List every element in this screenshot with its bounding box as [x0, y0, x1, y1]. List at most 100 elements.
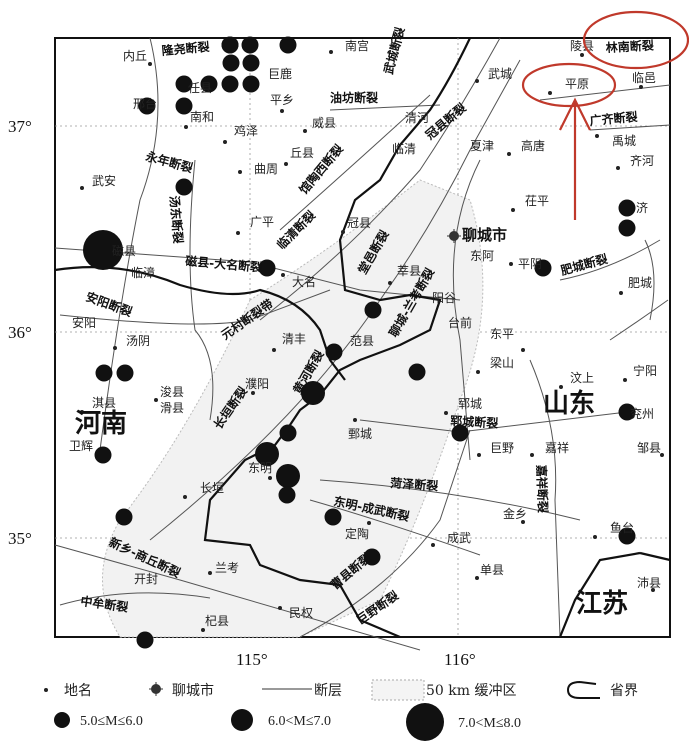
place-dot	[148, 62, 152, 66]
place-dot	[367, 521, 371, 525]
earthquake-epicenter	[276, 464, 300, 488]
place-dot	[509, 262, 513, 266]
earthquake-epicenter	[222, 54, 240, 72]
place-dot	[530, 453, 534, 457]
place-dot	[580, 53, 584, 57]
place-dot	[548, 91, 552, 95]
place-dot	[303, 129, 307, 133]
legend-fault: 断层	[314, 683, 342, 699]
earthquake-epicenter	[241, 36, 259, 54]
province-label: 山东	[543, 388, 595, 419]
place-label: 曲周	[254, 162, 278, 176]
earthquake-epicenter	[618, 527, 636, 545]
fault-label: 隆尧断裂	[161, 39, 210, 58]
place-dot	[477, 453, 481, 457]
place-label: 淇县	[92, 396, 116, 410]
fault-label: 汤东断裂	[167, 195, 186, 244]
fault-label: 广齐断裂	[589, 109, 638, 128]
legend-m1: 5.0≤M≤6.0	[80, 714, 143, 729]
place-label: 茌平	[525, 194, 549, 208]
place-label: 民权	[289, 606, 313, 620]
place-label: 濮阳	[245, 376, 269, 391]
place-dot	[431, 543, 435, 547]
buffer-box-icon	[371, 679, 425, 701]
place-dot	[268, 476, 272, 480]
earthquake-epicenter	[242, 75, 260, 93]
place-label: 邹县	[637, 441, 661, 455]
place-label: 临漳	[131, 265, 155, 280]
place-dot	[476, 370, 480, 374]
place-label: 内丘	[123, 49, 147, 63]
earthquake-epicenter	[221, 75, 239, 93]
place-dot	[223, 140, 227, 144]
place-label: 肥城	[628, 276, 652, 290]
place-label: 丘县	[290, 146, 314, 160]
place-label: 济	[636, 200, 648, 215]
place-dot	[280, 109, 284, 113]
place-label: 卫辉	[69, 439, 93, 453]
place-label: 鱼台	[610, 520, 634, 535]
place-label: 平阴	[518, 257, 542, 271]
highlight-ellipse-linnan-fault	[582, 10, 689, 70]
place-label: 定陶	[345, 526, 369, 541]
province-label: 江苏	[576, 589, 628, 619]
place-dot	[183, 495, 187, 499]
earthquake-epicenter	[408, 363, 426, 381]
earthquake-epicenter	[200, 75, 218, 93]
place-label: 开封	[134, 572, 158, 586]
legend-m2: 6.0<M≤7.0	[268, 714, 331, 729]
place-label: 邢台	[133, 96, 157, 111]
earthquake-epicenter	[451, 424, 469, 442]
place-label: 冠县	[347, 216, 371, 230]
place-label: 巨鹿	[268, 66, 292, 81]
place-label: 广平	[250, 215, 274, 229]
place-label: 浚县	[160, 384, 184, 399]
earthquake-epicenter	[324, 508, 342, 526]
place-label: 任县	[188, 81, 212, 95]
place-dot	[281, 273, 285, 277]
earthquakes	[83, 36, 636, 649]
place-label: 高唐	[521, 138, 545, 153]
highlight-ellipse-pingyuan	[521, 62, 617, 108]
place-label: 安阳	[72, 315, 96, 330]
axis-labels: 37° 36° 35° 115° 116°	[8, 117, 476, 669]
place-dot	[113, 346, 117, 350]
place-label: 临清	[392, 142, 416, 156]
earthquake-epicenter	[115, 508, 133, 526]
magnitude-5-6-icon	[54, 712, 70, 728]
legend: 地名 聊城市 断层 50 km 缓冲区 省界 5.0≤M≤6.0 6.0<M≤7…	[44, 679, 638, 741]
lat-label-36: 36°	[8, 323, 32, 342]
place-dot	[388, 281, 392, 285]
place-label: 汶上	[570, 370, 594, 385]
lon-label-115: 115°	[236, 650, 268, 669]
place-dot	[593, 535, 597, 539]
earthquake-epicenter	[534, 259, 552, 277]
place-dot	[341, 230, 345, 234]
earthquake-epicenter	[116, 364, 134, 382]
earthquake-epicenter	[618, 199, 636, 217]
place-dot	[521, 348, 525, 352]
place-label: 莘县	[397, 264, 421, 278]
place-label: 大名	[292, 274, 316, 289]
earthquake-epicenter	[175, 178, 193, 196]
earthquake-epicenter	[255, 442, 279, 466]
place-label: 武城	[488, 67, 512, 81]
city-marker-icon	[149, 682, 163, 696]
place-dot	[201, 628, 205, 632]
place-label: 汤阴	[126, 334, 150, 348]
place-label: 东平	[490, 327, 514, 341]
place-label: 滑县	[160, 401, 184, 415]
place-dot	[623, 378, 627, 382]
legend-boundary: 省界	[610, 683, 638, 699]
place-label: 兰考	[215, 561, 239, 575]
place-label: 兖州	[630, 406, 654, 421]
earthquake-epicenter	[221, 36, 239, 54]
earthquake-epicenter	[83, 230, 123, 270]
place-label: 成武	[447, 531, 471, 545]
place-label: 南宫	[345, 38, 369, 53]
fault-label: 林南断裂	[605, 38, 654, 55]
place-dot	[154, 398, 158, 402]
earthquake-epicenter	[278, 486, 296, 504]
legend-place: 地名	[64, 683, 92, 699]
